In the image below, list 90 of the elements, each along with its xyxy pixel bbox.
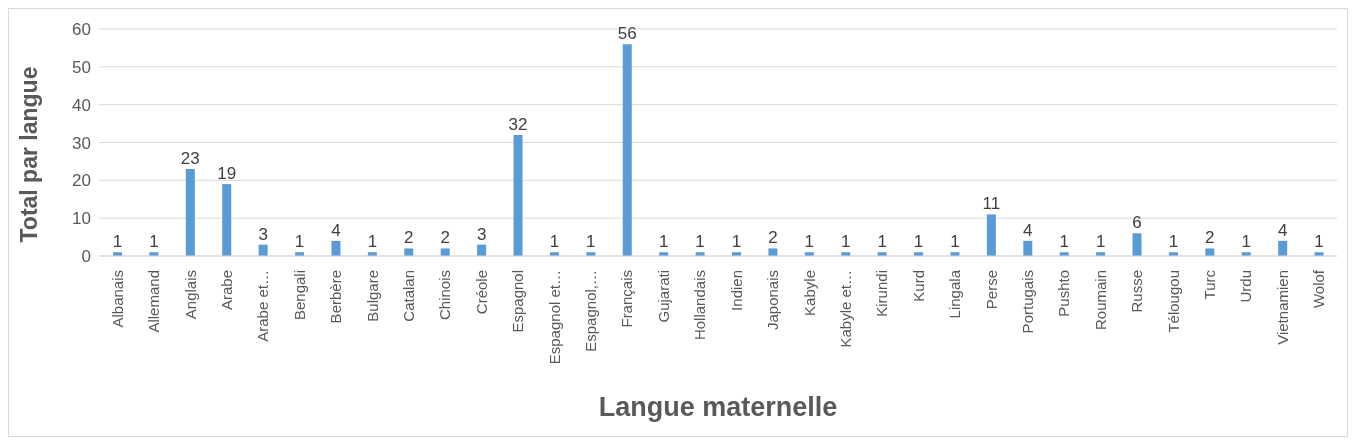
x-tick-label: Vietnamien: [1273, 270, 1291, 345]
data-label: 1: [804, 232, 815, 252]
y-tick-label: 60: [72, 20, 91, 40]
x-tick-label: Lingala: [946, 269, 964, 319]
data-label: 4: [1023, 220, 1033, 240]
bar: [404, 248, 414, 256]
y-tick-label: 50: [72, 57, 91, 77]
x-tick-label: Kabyle et…: [836, 270, 854, 348]
x-tick-label: Espagnol,…: [582, 270, 600, 352]
x-tick-label: Portugais: [1019, 270, 1036, 334]
x-tick-label: Kurd: [909, 270, 927, 302]
x-tick-label: Espagnol et…: [545, 270, 563, 365]
x-tick-label: Wolof: [1310, 269, 1328, 309]
x-tick-label: Espagnol: [509, 270, 527, 333]
x-tick-label: Indien: [727, 270, 745, 311]
y-tick-label: 30: [72, 133, 91, 153]
x-tick-label: Bengali: [290, 270, 308, 321]
data-label: 2: [440, 228, 450, 248]
x-tick-label: Bulgare: [363, 270, 381, 322]
data-label: 1: [731, 232, 742, 252]
y-tick-label: 10: [72, 209, 91, 229]
x-tick-label: Perse: [982, 270, 1000, 310]
x-tick-label: Berbère: [327, 270, 345, 324]
bar: [222, 184, 232, 256]
x-tick-label: Urdu: [1237, 270, 1255, 303]
y-tick-label: 40: [72, 95, 91, 115]
x-tick-label: Pushto: [1055, 270, 1073, 317]
x-tick-label: Japonais: [764, 270, 782, 331]
x-tick-label: Arabe: [217, 270, 235, 311]
x-tick-label: Chinois: [436, 270, 454, 321]
bar: [513, 134, 523, 256]
data-label: 6: [1132, 213, 1142, 233]
bar: [1023, 240, 1033, 256]
data-label: 1: [367, 232, 378, 252]
x-tick-label: Albanais: [108, 270, 126, 328]
bar: [1205, 248, 1215, 256]
x-tick-label: Kabyle: [800, 270, 818, 316]
y-tick-label: 0: [81, 247, 91, 267]
x-tick-label: Kirundi: [873, 270, 891, 317]
data-label: 2: [404, 228, 414, 248]
x-tick-label: Créole: [472, 270, 490, 315]
data-label: 2: [768, 228, 778, 248]
x-tick-label: Russe: [1128, 270, 1146, 313]
data-label: 4: [331, 220, 341, 240]
data-label: 23: [180, 148, 200, 168]
data-label: 1: [112, 232, 123, 252]
data-label: 1: [841, 232, 851, 252]
data-label: 1: [658, 232, 669, 252]
data-label: 1: [1059, 232, 1069, 252]
data-label: 1: [1314, 232, 1324, 252]
bar: [1132, 233, 1142, 256]
bar: [768, 248, 778, 256]
y-tick-label: 20: [72, 171, 91, 191]
x-tick-label: Arabe et…: [254, 270, 272, 342]
bar: [440, 248, 450, 256]
x-tick-label: Roumain: [1091, 270, 1109, 331]
data-label: 2: [1205, 228, 1215, 248]
x-tick-label: Anglais: [181, 270, 199, 320]
x-tick-label: Allemand: [145, 270, 163, 333]
x-axis-title: Langue maternelle: [598, 392, 838, 422]
data-label: 4: [1277, 220, 1288, 240]
data-label: 1: [877, 232, 887, 252]
data-label: 1: [1168, 232, 1179, 252]
data-label: 1: [950, 232, 960, 252]
bar: [185, 168, 195, 256]
data-label: 1: [549, 232, 560, 252]
bar: [1278, 240, 1288, 256]
data-label: 3: [258, 224, 268, 244]
data-label: 1: [149, 232, 159, 252]
data-label: 1: [695, 232, 705, 252]
x-tick-label: Français: [618, 270, 636, 328]
data-label: 1: [294, 232, 305, 252]
data-label: 32: [508, 114, 528, 134]
data-label: 56: [617, 24, 637, 44]
data-label: 1: [1241, 232, 1251, 252]
x-tick-label: Gujarati: [654, 270, 672, 323]
data-label: 1: [1095, 232, 1106, 252]
x-tick-label: Télougou: [1164, 270, 1182, 333]
y-axis-title: Total par langue: [16, 66, 43, 243]
data-label: 3: [476, 224, 487, 244]
data-label: 11: [982, 194, 1001, 214]
data-label: 1: [913, 232, 924, 252]
x-tick-label: Catalan: [400, 270, 417, 322]
x-tick-label: Hollandais: [691, 270, 709, 341]
bar: [986, 214, 996, 256]
bar: [622, 44, 632, 256]
data-label: 1: [586, 232, 596, 252]
data-label: 19: [217, 164, 237, 184]
bar: [331, 240, 341, 256]
x-tick-label: Turc: [1201, 269, 1219, 300]
